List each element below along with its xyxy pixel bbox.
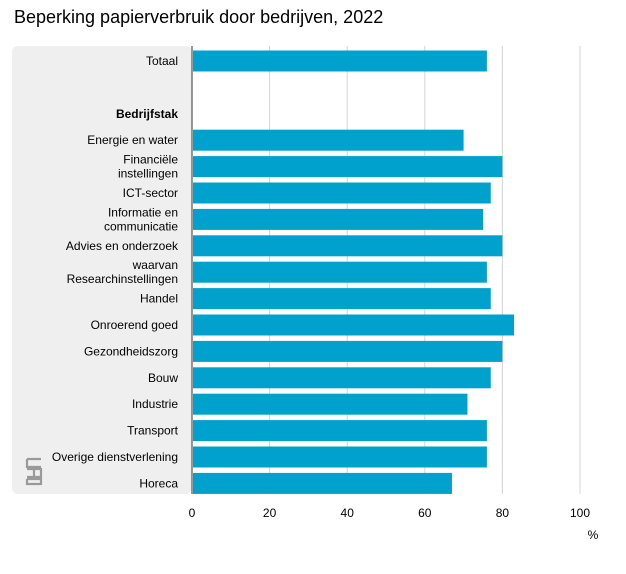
category-label: Bouw [148, 371, 178, 385]
x-tick-label: 20 [263, 506, 277, 520]
chart-title: Beperking papierverbruik door bedrijven,… [14, 7, 384, 27]
bars [193, 50, 515, 494]
category-labels: Totaal Bedrijfstak Energie en water Financi… [52, 54, 179, 490]
category-label: Transport [127, 424, 179, 438]
bar [193, 393, 468, 415]
label-panel [12, 46, 192, 494]
bar [193, 472, 452, 494]
x-tick-label: 80 [496, 506, 510, 520]
category-label: Industrie [132, 397, 178, 411]
category-label: Handel [140, 292, 178, 306]
bar [193, 261, 487, 283]
bar [193, 340, 503, 362]
cbs-logo-icon [25, 457, 43, 486]
x-tick-label: 0 [189, 506, 196, 520]
bar [193, 129, 464, 151]
category-label: Totaal [146, 54, 178, 68]
bar [193, 314, 515, 336]
bar [193, 446, 487, 468]
category-label: Horeca [139, 476, 178, 490]
x-axis-ticks: 0 20 40 60 80 100 [189, 506, 591, 520]
category-label: waarvan Researchinstellingen [67, 258, 178, 286]
x-tick-label: 60 [418, 506, 432, 520]
bar [193, 156, 503, 178]
category-label: ICT-sector [123, 186, 178, 200]
category-label: Overige dienstverlening [52, 450, 178, 464]
bar [193, 235, 503, 257]
category-label: Informatie en communicatie [104, 205, 178, 233]
x-tick-label: 40 [341, 506, 355, 520]
category-heading: Bedrijfstak [116, 107, 178, 121]
bar [193, 420, 487, 442]
x-axis-unit-label: % [588, 528, 599, 542]
bar [193, 208, 483, 230]
bar [193, 182, 491, 204]
category-label: Gezondheidszorg [84, 344, 178, 358]
bar [193, 288, 491, 310]
category-label: Energie en water [87, 133, 178, 147]
bar [193, 367, 491, 389]
x-tick-label: 100 [570, 506, 590, 520]
category-label: Financiële instellingen [118, 153, 178, 181]
bar [193, 50, 487, 72]
category-label: Advies en onderzoek [66, 239, 179, 253]
category-label: Onroerend goed [91, 318, 178, 332]
